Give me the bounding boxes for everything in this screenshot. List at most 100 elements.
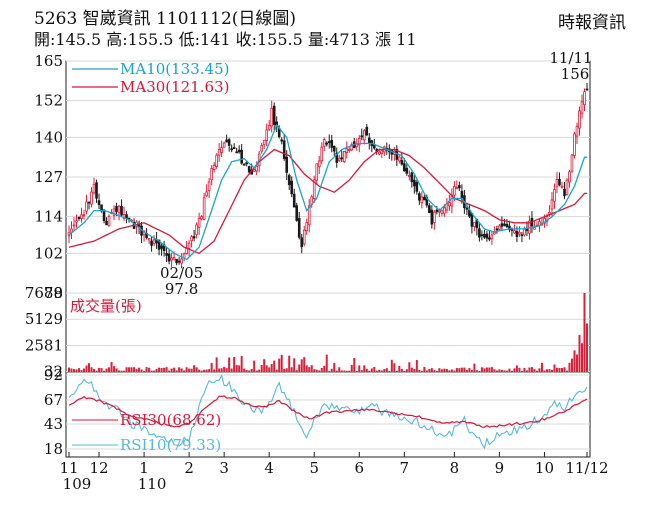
candle-body	[430, 209, 434, 225]
volume-bar	[170, 368, 173, 372]
volume-bar	[335, 370, 338, 372]
price-annotation: 97.8	[165, 280, 198, 298]
volume-bar	[220, 368, 223, 372]
candle-body	[242, 163, 246, 166]
volume-bar	[578, 334, 581, 372]
volume-bar	[523, 367, 526, 372]
candle-body	[458, 185, 461, 189]
volume-bar	[148, 367, 151, 372]
candle-body	[260, 145, 263, 152]
volume-bar	[225, 368, 228, 372]
candle-body	[570, 154, 574, 172]
candle-body	[170, 257, 173, 261]
volume-bar	[263, 359, 266, 372]
candle-body	[585, 88, 589, 91]
volume-bar	[350, 364, 353, 372]
volume-bar	[500, 369, 503, 372]
candle-body	[235, 151, 238, 154]
volume-bar	[228, 357, 231, 372]
candle-body	[125, 214, 128, 219]
volume-bar	[288, 355, 291, 372]
candle-body	[493, 232, 496, 235]
candle-body	[122, 214, 126, 219]
volume-panel	[68, 293, 588, 372]
volume-bar	[505, 370, 508, 372]
legend-label: MA10(133.45)	[120, 60, 229, 78]
candle-body	[362, 130, 366, 141]
volume-bar	[283, 368, 286, 372]
price-tick-label: 140	[34, 128, 63, 146]
volume-bar	[175, 370, 178, 372]
volume-bar	[405, 369, 408, 372]
volume-bar	[493, 369, 496, 372]
x-tick-label: 10	[535, 459, 554, 477]
volume-tick-label: 5129	[25, 310, 63, 328]
candle-body	[347, 149, 351, 151]
volume-bar	[530, 367, 533, 372]
candle-body	[505, 224, 509, 228]
volume-bar	[390, 359, 393, 372]
candle-body	[443, 207, 446, 214]
volume-bar	[188, 368, 191, 372]
volume-bar	[325, 354, 328, 372]
candle-body	[403, 163, 406, 172]
candle-body	[72, 224, 76, 227]
volume-bar	[323, 365, 326, 372]
candle-body	[423, 196, 426, 201]
candle-body	[150, 240, 153, 246]
volume-bar	[360, 370, 363, 372]
volume-bar	[258, 369, 261, 372]
volume-bar	[560, 368, 563, 372]
volume-bar	[428, 369, 431, 372]
volume-bar	[248, 370, 251, 372]
candle-body	[75, 220, 78, 223]
candle-body	[317, 160, 321, 168]
volume-bar	[538, 368, 541, 372]
volume-bar	[235, 365, 238, 372]
candle-body	[503, 223, 506, 226]
candle-body	[513, 230, 516, 234]
candle-body	[205, 191, 208, 197]
price-tick-label: 89	[44, 284, 63, 302]
axes: 1651521401271141028976785129258132926743…	[25, 52, 609, 493]
candle-body	[287, 175, 291, 185]
volume-bar	[285, 368, 288, 372]
candle-body	[70, 228, 73, 233]
volume-bar	[480, 367, 483, 372]
volume-bar	[280, 354, 283, 372]
candle-body	[307, 205, 311, 226]
candle-body	[220, 147, 223, 153]
volume-bar	[118, 370, 121, 372]
volume-bar	[255, 370, 258, 372]
candle-body	[340, 157, 344, 160]
volume-bar	[460, 367, 463, 372]
volume-bar	[168, 370, 171, 372]
candle-body	[410, 172, 414, 183]
volume-bar	[88, 363, 91, 372]
candle-body	[92, 183, 96, 194]
volume-bar	[265, 365, 268, 372]
x-tick-label: 11/12	[565, 459, 608, 477]
volume-bar	[328, 371, 331, 372]
candle-body	[115, 206, 118, 212]
candle-body	[555, 179, 559, 187]
candle-body	[190, 236, 193, 242]
volume-bar	[250, 368, 253, 372]
candle-body	[95, 182, 98, 199]
price-stats: 開:145.5 高:155.5 低:141 收:155.5 量:4713 漲 1…	[34, 30, 417, 49]
candle-body	[473, 221, 476, 227]
volume-bar	[68, 367, 70, 372]
volume-bar	[430, 368, 433, 372]
candle-body	[297, 218, 301, 238]
volume-bar	[475, 370, 478, 372]
volume-bar	[380, 370, 383, 372]
volume-bar	[550, 369, 553, 372]
candle-body	[85, 201, 88, 212]
candle-body	[330, 139, 334, 148]
volume-tick-label: 7678	[25, 284, 63, 302]
volume-bar	[358, 365, 361, 372]
candle-body	[120, 205, 123, 216]
volume-bar	[238, 365, 241, 372]
candle-body	[157, 239, 161, 250]
volume-bar	[153, 370, 156, 372]
